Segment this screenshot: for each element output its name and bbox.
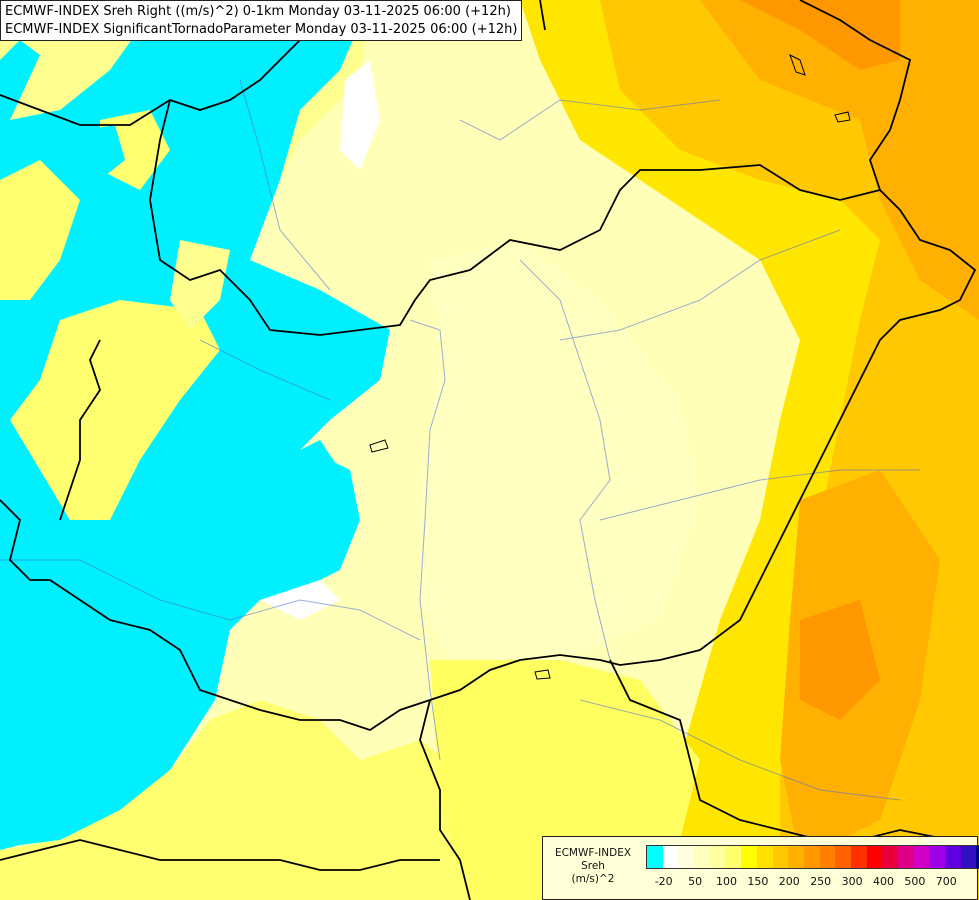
yellow-area-southwest [0,700,540,900]
cyan-lake [190,440,340,540]
legend-swatch [662,846,679,868]
legend-tick: 250 [810,875,832,888]
legend-swatch [647,846,663,868]
legend-tick: 700 [935,875,957,888]
yellow-patch-4 [170,240,230,330]
header-line-sreh: ECMWF-INDEX Sreh Right ((m/s)^2) 0-1km M… [5,4,511,19]
legend-tick: 100 [716,875,737,888]
legend-color-scale [646,845,979,869]
cyan-hole [80,125,125,180]
legend-swatch [929,846,946,868]
lake-2 [789,53,806,76]
legend-tick: 300 [841,875,863,888]
white-patch-1 [340,60,380,170]
legend-swatch [803,846,820,868]
orange-area-ne [740,0,900,70]
yellow-patch-2 [100,110,170,190]
legend-swatch [694,846,710,868]
legend-tick: 50 [688,875,703,888]
cyan-area-west [0,0,390,850]
lake-4 [534,669,551,680]
lake-3 [834,111,851,123]
rivers [0,79,920,801]
color-legend: ECMWF-INDEX Sreh (m/s)^2 -20 50 100 150 200 2… [542,836,979,900]
legend-tick: 400 [873,875,894,888]
legend-tick: 150 [747,875,769,888]
legend-swatch [741,846,757,868]
legend-title-unit: (m/s)^2 [571,873,615,885]
orange-area-east-2 [700,0,979,320]
legend-swatch [945,846,961,868]
legend-title-source: ECMWF-INDEX [554,847,632,859]
legend-swatch [866,846,883,868]
legend-tick-labels: -20 50 100 150 200 250 300 400 500 700 [646,875,976,889]
legend-swatch [709,846,726,868]
yellow-patch-3 [10,300,220,520]
legend-tick: 200 [778,875,800,888]
legend-swatch [819,846,836,868]
legend-tick: -20 [654,875,673,888]
legend-swatch [960,846,977,868]
legend-swatch [725,846,742,868]
orange-patch-se [800,600,880,720]
map-header: ECMWF-INDEX Sreh Right ((m/s)^2) 0-1km M… [0,0,523,41]
legend-swatch [772,846,789,868]
yellow-patch-1 [0,160,80,300]
legend-swatch [976,846,979,868]
legend-title-variable: Sreh [581,860,605,872]
legend-swatch [756,846,773,868]
legend-swatch [850,846,867,868]
legend-swatch [898,846,914,868]
legend-tick: 500 [904,875,926,888]
pale-area-center [420,240,700,680]
legend-swatch [882,846,898,868]
legend-swatch [678,846,695,868]
legend-swatch [835,846,851,868]
legend-swatch [788,846,804,868]
legend-swatch [913,846,930,868]
legend-title: ECMWF-INDEX Sreh (m/s)^2 [547,847,639,886]
header-line-stp: ECMWF-INDEX SignificantTornadoParameter … [5,22,518,37]
lake-1 [369,439,389,453]
